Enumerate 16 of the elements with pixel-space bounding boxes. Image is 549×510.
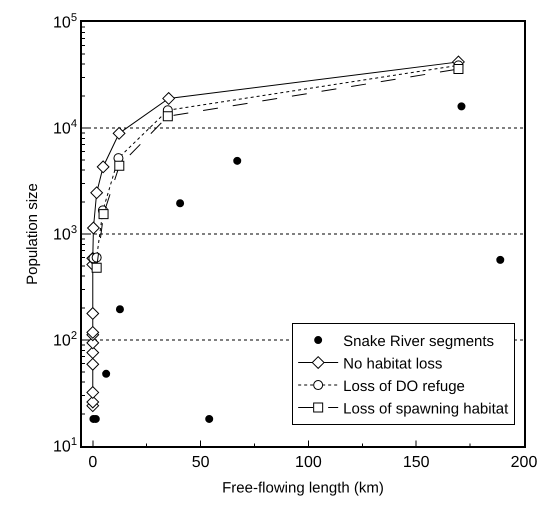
y-axis-title: Population size — [24, 183, 41, 285]
x-axis-title: Free-flowing length (km) — [222, 479, 384, 496]
y-tick-label: 10$^{5}$ — [53, 12, 78, 32]
legend-label: Loss of DO refuge — [343, 378, 465, 395]
x-tick-label: 200 — [510, 454, 538, 471]
y-tick-label: 10$^{3}$ — [53, 224, 78, 244]
y-tick-label: 10$^{1}$ — [53, 436, 78, 456]
y-tick-label: 10$^{4}$ — [53, 118, 78, 138]
x-tick-label: 50 — [192, 454, 210, 471]
x-tick-label: 150 — [402, 454, 430, 471]
x-tick-label: 0 — [88, 454, 98, 471]
legend-label: Loss of spawning habitat — [343, 400, 510, 418]
y-tick-label: 10$^{2}$ — [53, 330, 78, 350]
legend-label: No habitat loss — [343, 355, 442, 372]
x-tick-label: 100 — [295, 454, 322, 471]
legend-label: Snake River segments — [343, 332, 494, 350]
